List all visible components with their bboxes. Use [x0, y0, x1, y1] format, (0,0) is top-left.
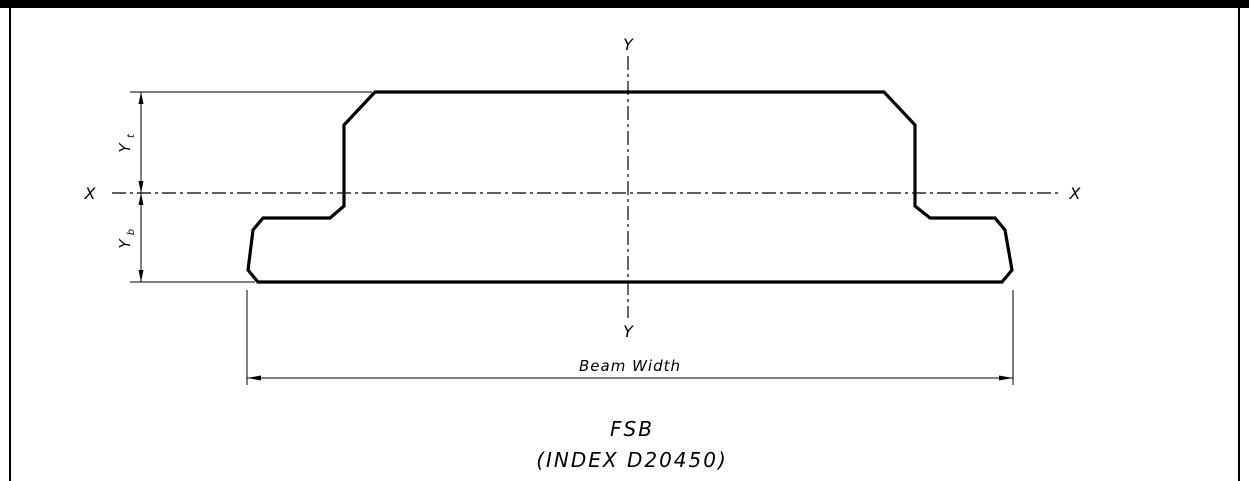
- yb-label-sub: b: [126, 229, 137, 235]
- width-arrow-left: [247, 375, 261, 381]
- yt-label: Y t: [116, 133, 137, 153]
- x-axis-label-left: X: [84, 184, 97, 203]
- yt-arrow-top: [138, 92, 144, 104]
- x-axis-label-right: X: [1069, 184, 1082, 203]
- yb-arrow-bottom: [138, 270, 144, 282]
- frame-top-bar: [0, 0, 1249, 8]
- beam-width-label: Beam Width: [579, 357, 681, 375]
- section-index: (INDEX D20450): [536, 448, 728, 472]
- section-title: FSB: [610, 417, 654, 441]
- width-arrow-right: [999, 375, 1013, 381]
- yt-label-sub: t: [126, 133, 137, 138]
- beam-section-outline: [246, 90, 1014, 284]
- y-axis-label-top: Y: [623, 35, 634, 54]
- yb-label-main: Y: [116, 238, 134, 249]
- y-axis-label-bottom: Y: [623, 322, 634, 341]
- yb-arrow-top: [138, 193, 144, 205]
- yt-label-main: Y: [116, 142, 134, 153]
- yt-arrow-bottom: [138, 181, 144, 193]
- yb-label: Y b: [116, 229, 137, 249]
